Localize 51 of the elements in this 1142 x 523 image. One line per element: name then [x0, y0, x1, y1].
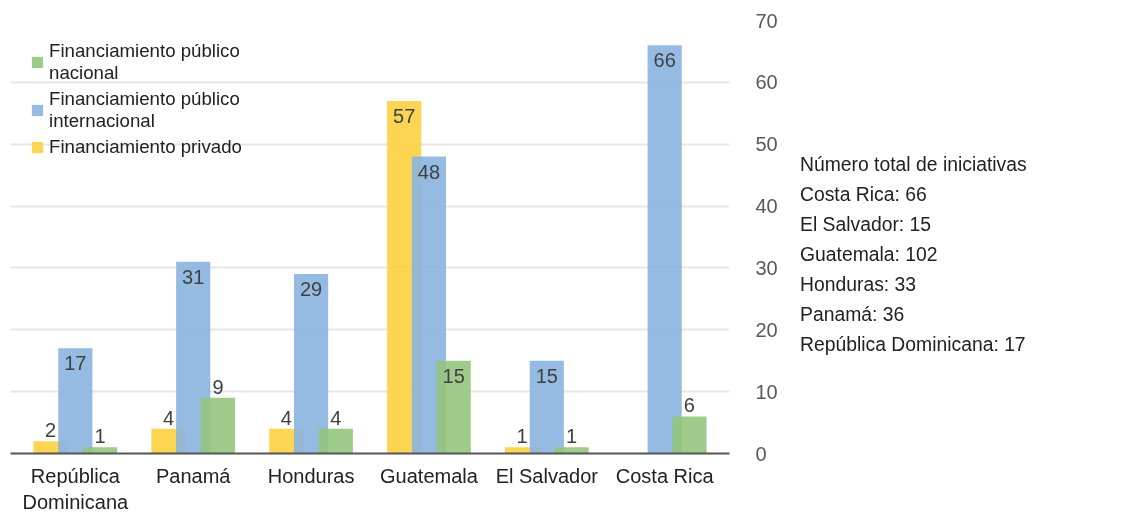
x-tick-label: El Salvador	[495, 464, 599, 487]
legend-label: Financiamiento privado	[49, 136, 242, 158]
data-label: 57	[393, 104, 416, 127]
text: Número total de iniciativas	[800, 154, 1027, 175]
data-label: 9	[212, 375, 224, 398]
text: El Salvador: 15	[800, 213, 932, 235]
y-tick-label: 70	[755, 9, 778, 32]
y-tick-label: 0	[755, 442, 767, 465]
x-tick-label: Costa Rica	[615, 464, 715, 487]
data-label: 4	[280, 406, 292, 429]
bar	[529, 360, 564, 454]
legend-label: Financiamiento público nacional	[49, 40, 240, 84]
y-tick-label: 20	[755, 318, 778, 341]
data-label: 48	[417, 160, 441, 183]
text: Guatemala: 102	[800, 243, 938, 265]
x-tick-label: República Dominicana	[22, 464, 130, 513]
data-label: 6	[683, 394, 695, 417]
bar	[436, 360, 471, 454]
data-label: 31	[182, 265, 205, 288]
data-label: 2	[45, 419, 57, 442]
text: República Dominicana: 17	[800, 333, 1026, 355]
data-label: 4	[330, 406, 342, 429]
bar	[200, 397, 236, 454]
bar	[554, 447, 589, 454]
data-label: 4	[162, 406, 175, 429]
y-tick-label: 40	[755, 195, 778, 218]
bar	[58, 348, 93, 454]
data-label: 1	[94, 425, 106, 448]
data-label: 17	[64, 352, 87, 375]
text: Honduras: 33	[800, 273, 917, 295]
bar	[82, 447, 118, 454]
y-tick-label: 10	[755, 380, 778, 403]
text: Costa Rica: 66	[800, 183, 927, 205]
data-label: 15	[535, 364, 558, 387]
data-label: 15	[442, 364, 465, 387]
x-tick-label: Panamá	[155, 464, 232, 487]
data-label: 66	[653, 49, 676, 72]
data-label: 29	[299, 278, 323, 301]
x-tick-label: Honduras	[267, 464, 355, 487]
bar	[647, 45, 682, 454]
bar	[318, 428, 353, 454]
text: Panamá: 36	[800, 303, 905, 325]
y-tick-label: 60	[755, 71, 778, 94]
data-label: 1	[516, 425, 528, 448]
bar	[672, 416, 707, 454]
bar	[293, 274, 329, 454]
legend-label: Financiamiento público internacional	[49, 88, 240, 132]
y-tick-label: 30	[755, 256, 778, 279]
y-tick-label: 50	[755, 133, 778, 156]
x-tick-label: Guatemala	[380, 464, 479, 487]
data-label: 1	[565, 425, 578, 448]
